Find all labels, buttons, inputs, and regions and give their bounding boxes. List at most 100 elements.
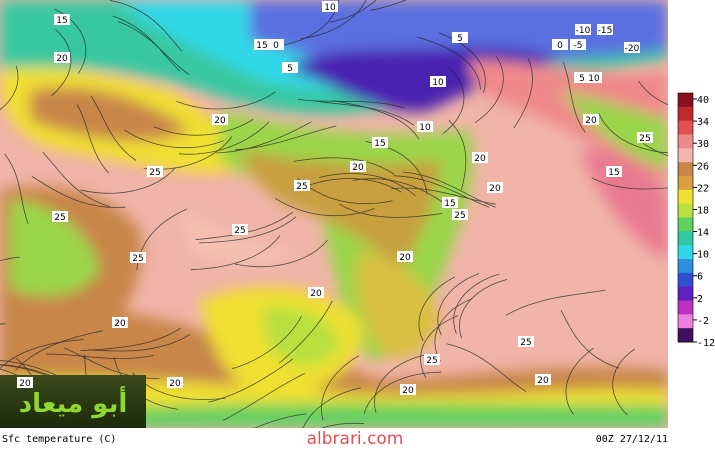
contour-label: 10 — [324, 3, 336, 13]
streamline — [112, 15, 181, 72]
streamline — [637, 138, 668, 157]
streamline — [300, 178, 402, 193]
contour-label-bg — [167, 377, 183, 388]
streamline — [448, 119, 467, 190]
streamline — [442, 67, 465, 135]
streamline — [505, 289, 606, 316]
streamline — [279, 300, 333, 364]
contour-label-bg — [574, 72, 590, 83]
colorbar-swatch — [678, 162, 693, 177]
contour-label-bg — [212, 114, 228, 125]
contour-label-bg — [606, 166, 622, 177]
contour-label: 25 — [296, 182, 307, 192]
contour-label: 10 — [432, 78, 444, 88]
colorbar-tick-label: 6 — [697, 272, 703, 283]
contour-label: 5 — [287, 64, 293, 74]
timestamp: 00Z 27/12/11 — [596, 434, 668, 445]
streamline — [90, 95, 137, 161]
colorbar-swatch — [678, 120, 693, 135]
streamline — [591, 177, 668, 190]
colorbar-tick-label: -2 — [697, 316, 709, 327]
colorbar-swatch — [678, 286, 693, 301]
contour-label-bg — [308, 287, 324, 298]
colorbar: 40 34 30 26 22 18 14 10 6 2 -2 -12 — [677, 92, 715, 349]
colorbar-tick-label: 10 — [697, 250, 709, 261]
streamline — [416, 36, 481, 90]
contour-label-bg — [322, 1, 338, 12]
contour-label-bg — [112, 317, 128, 328]
streamline — [352, 178, 449, 206]
contour-label-bg — [52, 211, 68, 222]
streamline — [329, 0, 377, 23]
colorbar-swatch — [678, 176, 693, 191]
colorbar-tick-label: 40 — [697, 95, 709, 106]
contour-label: 20 — [489, 184, 501, 194]
streamline — [320, 355, 360, 421]
contour-label-bg — [570, 39, 586, 50]
streamline — [612, 348, 635, 416]
contour-label: -5 — [574, 41, 583, 51]
streamline — [391, 187, 496, 205]
colorbar-swatch — [678, 328, 693, 343]
streamline — [393, 175, 490, 208]
contour-label-bg — [282, 62, 298, 73]
streamline — [31, 176, 126, 208]
map-title: Sfc temperature (C) — [2, 434, 116, 445]
contour-label: 25 — [426, 356, 437, 366]
contour-label-bg — [350, 161, 366, 172]
contour-label-bg — [637, 132, 653, 143]
site-name: albrari.com — [307, 429, 404, 448]
streamline — [4, 153, 29, 225]
streamline — [76, 104, 109, 174]
contour-label-bg — [424, 354, 440, 365]
colorbar-swatch — [678, 245, 693, 260]
streamline — [80, 327, 181, 352]
streamline — [434, 298, 473, 362]
contour-label-bg — [597, 24, 613, 35]
contour-label: 25 — [454, 211, 465, 221]
streamline — [46, 353, 154, 360]
contour-label: 10 — [419, 123, 431, 133]
streamline — [0, 364, 52, 378]
streamline — [88, 334, 191, 352]
contour-label-bg — [487, 182, 503, 193]
contour-label-bg — [472, 152, 488, 163]
contour-label-bg — [372, 137, 388, 148]
streamline — [320, 422, 365, 428]
streamline — [80, 168, 176, 194]
contour-label: 15 — [608, 168, 619, 178]
colorbar-tick-label: 18 — [697, 205, 709, 216]
contour-label: 15 — [444, 199, 455, 209]
contour-label-bg — [535, 374, 551, 385]
colorbar-frame — [677, 92, 694, 343]
streamline — [195, 211, 294, 240]
contour-label: -10 — [576, 26, 591, 36]
contour-label-bg — [268, 39, 284, 50]
contour-label: 25 — [132, 254, 143, 264]
colorbar-swatch — [678, 272, 693, 288]
contour-label-bg — [442, 197, 458, 208]
streamline — [402, 171, 496, 208]
colorbar-swatch — [678, 314, 693, 329]
streamline — [339, 203, 443, 218]
colorbar-swatch — [678, 231, 693, 246]
contour-label-bg — [552, 39, 568, 50]
streamline — [332, 100, 420, 140]
streamline — [562, 62, 586, 133]
streamline — [51, 29, 72, 97]
colorbar-tick-label: 2 — [697, 294, 703, 305]
streamline — [319, 173, 416, 197]
streamline — [638, 80, 668, 106]
contour-label: 25 — [520, 338, 531, 348]
streamline — [124, 129, 224, 149]
contour-label: 20 — [310, 289, 322, 299]
contour-label: 15 — [256, 41, 267, 51]
contour-label: 20 — [585, 116, 597, 126]
streamline — [458, 279, 508, 339]
streamline — [437, 273, 480, 336]
contour-label-bg — [254, 39, 270, 50]
streamline — [254, 413, 307, 428]
streamline — [0, 364, 53, 377]
streamline — [0, 66, 19, 111]
